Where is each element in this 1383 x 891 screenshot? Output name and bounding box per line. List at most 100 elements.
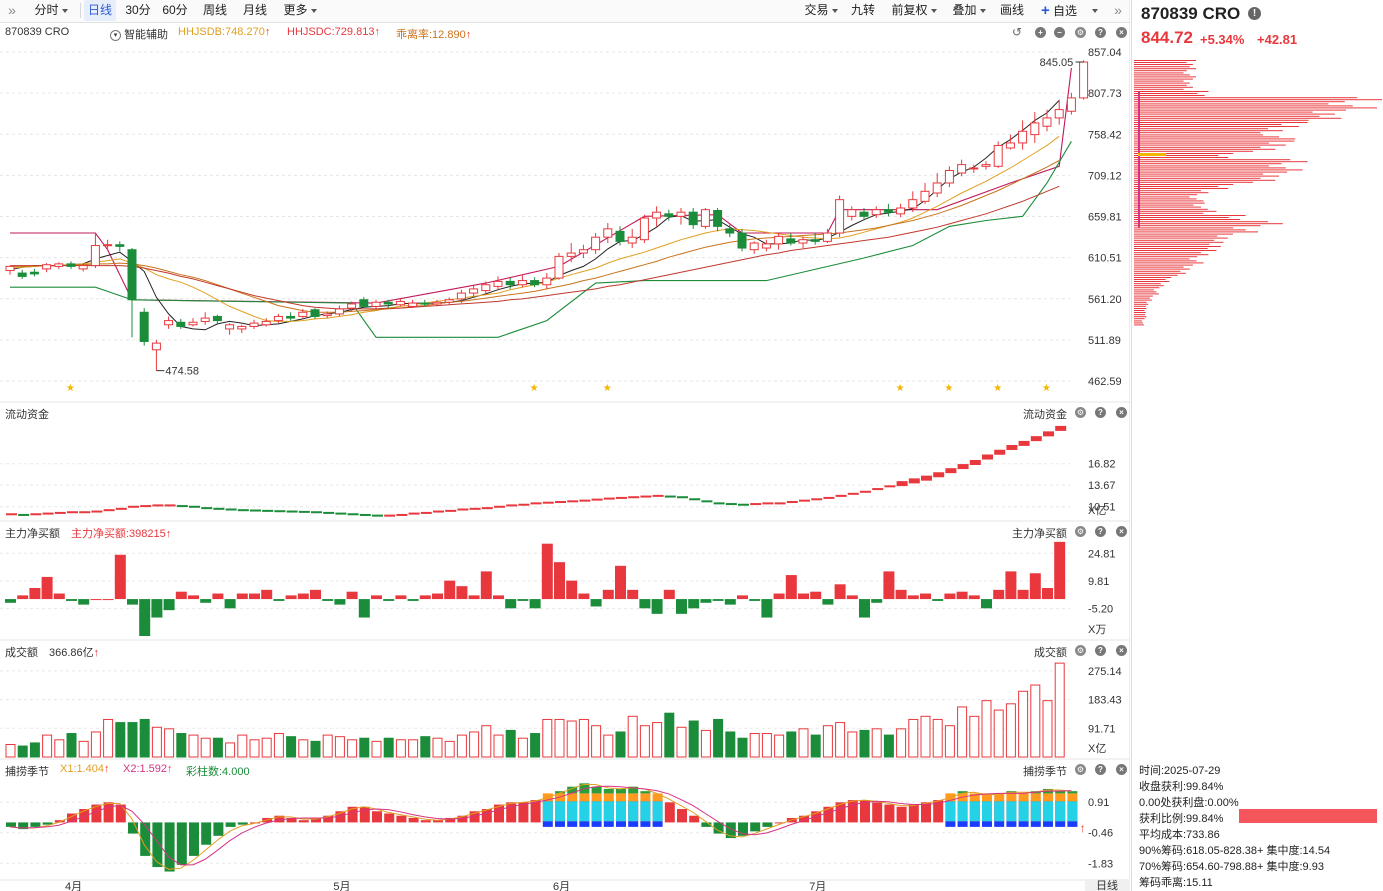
chip-line bbox=[1134, 200, 1204, 202]
trade-button[interactable]: 交易 bbox=[800, 0, 842, 21]
collapse-left-icon[interactable]: » bbox=[8, 2, 16, 18]
adjust-button[interactable]: 前复权 bbox=[887, 0, 941, 21]
tab-monthly[interactable]: 月线 bbox=[238, 0, 272, 21]
chip-line bbox=[1134, 310, 1145, 311]
gear-icon[interactable]: ⚙ bbox=[1075, 27, 1086, 38]
chip-info-row: 获利比例:99.84% bbox=[1139, 813, 1224, 825]
x-axis-label: 7月 bbox=[809, 881, 826, 891]
net-bar bbox=[444, 580, 456, 600]
net-bar bbox=[1005, 571, 1017, 600]
net-bar bbox=[968, 595, 980, 600]
chip-info-row: 收盘获利:99.84% bbox=[1139, 781, 1224, 793]
back-icon[interactable]: ↺ bbox=[1012, 25, 1023, 39]
gear-icon[interactable]: ⚙ bbox=[1075, 526, 1086, 537]
close-icon[interactable]: × bbox=[1116, 645, 1127, 656]
help-icon[interactable]: ? bbox=[1095, 407, 1106, 418]
season-bar bbox=[408, 817, 419, 823]
season-bar-cyan bbox=[628, 801, 639, 822]
season-bar-blue bbox=[652, 821, 663, 827]
volume-bar bbox=[981, 700, 992, 758]
net-bar bbox=[346, 591, 358, 600]
tab-60min[interactable]: 60分 bbox=[158, 0, 192, 21]
candle bbox=[481, 281, 491, 295]
close-icon[interactable]: × bbox=[1116, 764, 1127, 775]
add-icon[interactable]: + bbox=[1035, 27, 1046, 38]
season-bar-blue bbox=[616, 821, 626, 827]
tab-weekly[interactable]: 周线 bbox=[198, 0, 232, 21]
season-bar-green bbox=[616, 788, 626, 794]
vol-unit-label: X亿 bbox=[1088, 742, 1106, 755]
candle bbox=[383, 299, 393, 309]
candle bbox=[78, 263, 88, 272]
tab-more-label: 更多 bbox=[283, 3, 308, 17]
candle bbox=[1018, 120, 1028, 150]
net-bar bbox=[17, 595, 29, 600]
candle-body bbox=[1005, 142, 1015, 149]
chip-line bbox=[1134, 192, 1209, 194]
chip-info-row: 筹码乖离:15.11 bbox=[1139, 877, 1213, 889]
watchlist-button[interactable]: + 自选 bbox=[1032, 0, 1086, 21]
chip-line bbox=[1134, 198, 1197, 200]
help-icon[interactable]: ? bbox=[1095, 645, 1106, 656]
smart-assist-toggle[interactable]: ▾ 智能辅助 bbox=[110, 26, 168, 42]
net-bar bbox=[297, 593, 309, 600]
net-bar bbox=[785, 575, 797, 600]
season-bar-green bbox=[567, 786, 578, 794]
chip-line bbox=[1134, 132, 1261, 134]
flow-bar bbox=[274, 510, 286, 513]
chip-line bbox=[1134, 113, 1335, 115]
net-bar bbox=[822, 599, 834, 605]
help-icon[interactable]: ? bbox=[1095, 764, 1106, 775]
candle-body bbox=[1079, 61, 1089, 99]
jiuzhuan-button[interactable]: 九转 bbox=[847, 0, 879, 21]
volume-bar bbox=[273, 733, 284, 758]
net-bar bbox=[285, 595, 297, 600]
kline-chart[interactable]: 857.04 807.73 758.42 709.12 659.81 610.51 561.… bbox=[0, 0, 1130, 891]
net-bar bbox=[53, 593, 65, 600]
chip-line bbox=[1134, 196, 1190, 198]
season-bar bbox=[835, 802, 846, 823]
flow-bar bbox=[54, 511, 66, 514]
period-label: 日线 bbox=[1096, 878, 1118, 891]
tab-daily[interactable]: 日线 bbox=[84, 0, 116, 21]
gear-icon[interactable]: ⚙ bbox=[1075, 645, 1086, 656]
chip-line bbox=[1134, 78, 1193, 80]
chip-line bbox=[1134, 225, 1261, 227]
draw-button[interactable]: 画线 bbox=[996, 0, 1028, 21]
overlay-button[interactable]: 叠加 bbox=[947, 0, 991, 21]
candle-body bbox=[530, 280, 540, 286]
season-bar-green bbox=[1055, 791, 1066, 794]
candle-body bbox=[395, 300, 405, 306]
minus-icon[interactable]: − bbox=[1054, 27, 1065, 38]
flow-bar bbox=[579, 499, 591, 502]
gear-icon[interactable]: ⚙ bbox=[1075, 764, 1086, 775]
season-bar-green bbox=[957, 791, 968, 794]
tab-more[interactable]: 更多 bbox=[278, 0, 322, 21]
net-tick-label: -5.20 bbox=[1088, 604, 1113, 616]
candle bbox=[908, 191, 918, 213]
season-tick-label: -0.46 bbox=[1088, 828, 1113, 840]
net-bar bbox=[651, 599, 663, 614]
collapse-right-icon[interactable]: » bbox=[1114, 2, 1122, 18]
flow-bar bbox=[872, 488, 884, 491]
flow-bar bbox=[652, 494, 664, 497]
close-icon[interactable]: × bbox=[1116, 407, 1127, 418]
info-icon[interactable]: ! bbox=[1248, 7, 1261, 20]
chip-line bbox=[1134, 111, 1313, 113]
watchlist-dropdown[interactable] bbox=[1086, 0, 1100, 21]
candle-body bbox=[469, 288, 479, 294]
help-icon[interactable]: ? bbox=[1095, 526, 1106, 537]
help-icon[interactable]: ? bbox=[1095, 27, 1106, 38]
up-arrow-icon: ↑ bbox=[1080, 821, 1086, 835]
gear-icon[interactable]: ⚙ bbox=[1075, 407, 1086, 418]
close-icon[interactable]: × bbox=[1116, 526, 1127, 537]
tab-30min[interactable]: 30分 bbox=[122, 0, 154, 21]
chevron-down-icon bbox=[979, 8, 986, 13]
chip-line bbox=[1134, 206, 1201, 208]
candle-body bbox=[383, 301, 393, 305]
candle bbox=[530, 277, 540, 288]
chip-line bbox=[1134, 179, 1276, 181]
candle bbox=[371, 299, 381, 309]
close-icon[interactable]: × bbox=[1116, 27, 1127, 38]
tab-fenshi[interactable]: 分时 bbox=[26, 0, 76, 21]
